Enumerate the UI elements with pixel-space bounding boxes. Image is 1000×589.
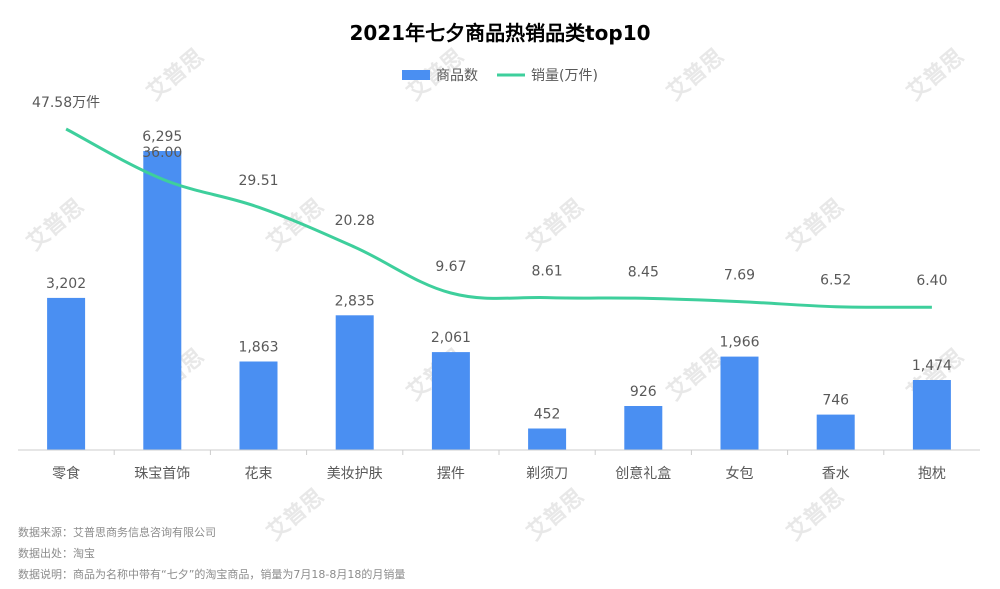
- x-tick-label: 香水: [822, 466, 850, 482]
- origin-note: 数据出处：淘宝: [18, 547, 95, 560]
- line-value-label: 47.58万件: [32, 95, 100, 111]
- watermark-text: 艾普思: [782, 193, 849, 255]
- line-series: [65, 127, 932, 309]
- watermark-text: 艾普思: [662, 343, 729, 405]
- bar: [431, 352, 470, 450]
- source-note: 数据来源：艾普思商务信息咨询有限公司: [18, 526, 216, 539]
- legend-label-line: 销量(万件): [531, 68, 598, 84]
- description-note: 数据说明：商品为名称中带有“七夕”的淘宝商品，销量为7月18-8月18的月销量: [18, 568, 406, 581]
- x-tick-label: 女包: [726, 465, 754, 482]
- bar: [912, 380, 951, 450]
- line-value-label: 20.28: [335, 213, 375, 229]
- footnotes: 数据来源：艾普思商务信息咨询有限公司 数据出处：淘宝 数据说明：商品为名称中带有…: [18, 522, 405, 585]
- bar-value-label: 2,061: [431, 330, 471, 346]
- watermark-text: 艾普思: [522, 193, 589, 255]
- x-tick-label: 花束: [245, 466, 273, 482]
- chart-title: 2021年七夕商品热销品类top10: [349, 21, 650, 45]
- bar: [335, 315, 374, 450]
- x-tick-label: 剃须刀: [526, 466, 568, 482]
- watermark-text: 艾普思: [662, 43, 729, 105]
- bar: [143, 151, 182, 450]
- bar: [239, 361, 278, 450]
- bar-label-group: 3,202 6,295 1,863 2,835 2,061 452 926 1,966 746 1…: [46, 129, 952, 423]
- watermark-text: 艾普思: [782, 483, 849, 545]
- bar-value-label: 452: [534, 407, 561, 423]
- bar: [816, 414, 855, 450]
- bar-value-label: 1,863: [238, 340, 278, 356]
- line-value-label: 9.67: [435, 259, 466, 275]
- watermark-text: 艾普思: [22, 193, 89, 255]
- legend: 商品数 销量(万件): [402, 68, 598, 84]
- line-value-label: 8.45: [628, 264, 659, 280]
- bar: [47, 297, 86, 450]
- bar-series: [47, 151, 951, 450]
- line-value-label: 8.61: [532, 264, 563, 280]
- watermark-text: 艾普思: [902, 43, 969, 105]
- line-value-label: 6.52: [820, 273, 851, 289]
- x-tick-group: 零食 珠宝首饰 花束 美妆护肤 摆件 剃须刀 创意礼盒 女包 香水 抱枕: [52, 450, 946, 482]
- bar-value-label: 1,966: [719, 335, 759, 351]
- x-tick-label: 珠宝首饰: [134, 466, 190, 482]
- watermark-text: 艾普思: [142, 43, 209, 105]
- x-tick-label: 抱枕: [918, 466, 946, 482]
- legend-label-bar: 商品数: [436, 68, 478, 84]
- x-tick-label: 创意礼盒: [615, 465, 671, 482]
- line-label-group: 47.58万件 36.00 29.51 20.28 9.67 8.61 8.45 7.69 6.…: [32, 95, 947, 289]
- bar: [528, 428, 567, 450]
- line-value-label: 29.51: [238, 173, 278, 189]
- line-value-label: 36.00: [142, 145, 182, 161]
- bar-value-label: 6,295: [142, 129, 182, 145]
- line-value-label: 7.69: [724, 268, 755, 284]
- legend-swatch-bar: [402, 70, 430, 80]
- bar-value-label: 746: [822, 393, 849, 409]
- watermark-text: 艾普思: [522, 483, 589, 545]
- bar-value-label: 3,202: [46, 276, 86, 292]
- bar-value-label: 1,474: [912, 358, 952, 374]
- bar-value-label: 2,835: [335, 293, 375, 309]
- bar: [624, 406, 663, 450]
- x-tick-label: 零食: [52, 465, 80, 482]
- x-tick-label: 摆件: [437, 466, 465, 482]
- line-value-label: 6.40: [916, 273, 947, 289]
- bar: [720, 356, 759, 450]
- watermark-text: 艾普思: [262, 193, 329, 255]
- bar-value-label: 926: [630, 384, 657, 400]
- sales-line: [65, 127, 932, 309]
- x-tick-label: 美妆护肤: [327, 466, 383, 482]
